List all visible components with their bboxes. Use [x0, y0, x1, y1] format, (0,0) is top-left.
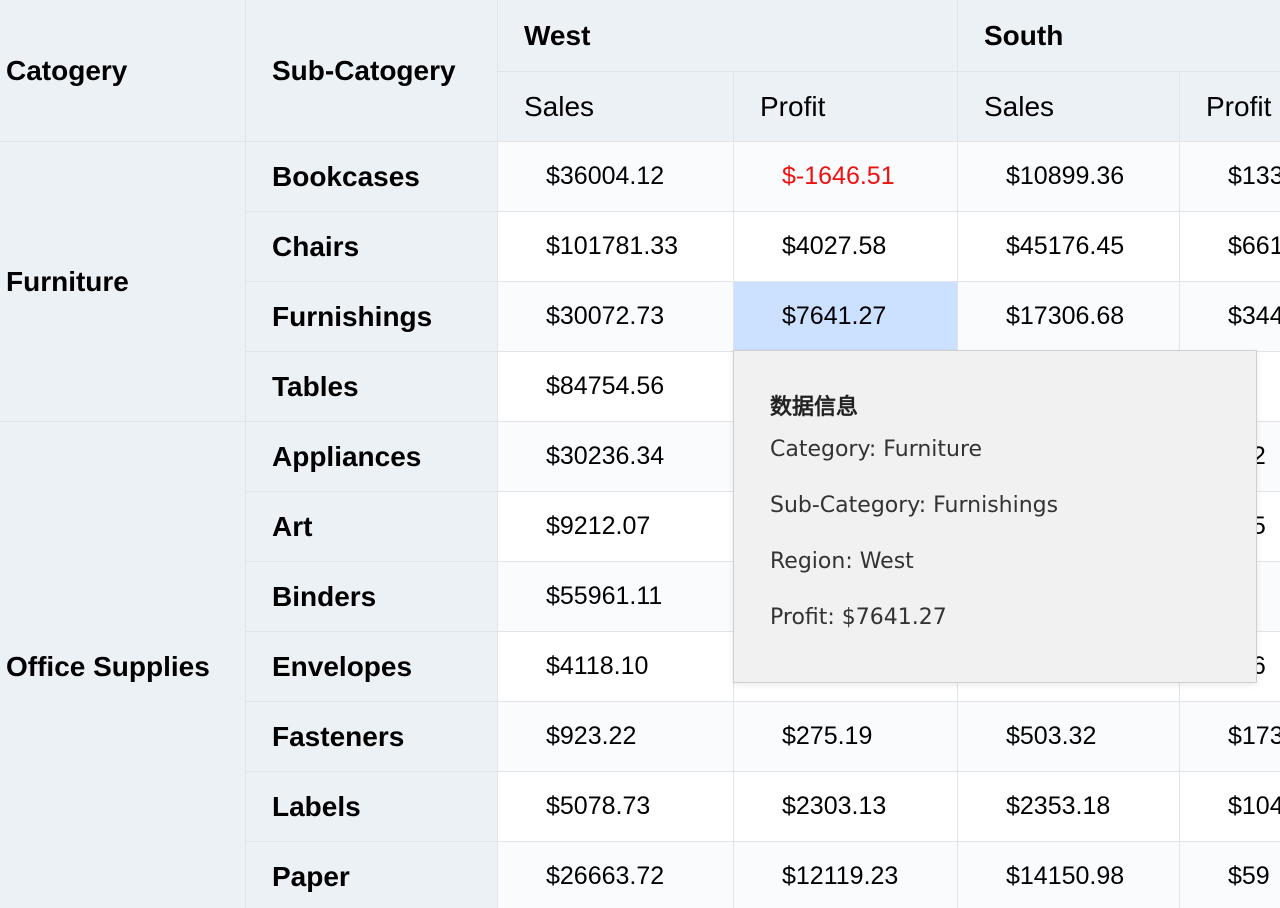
measure-header-south-sales[interactable]: Sales [958, 72, 1180, 142]
data-cell-fasteners-south-profit[interactable]: $173 [1180, 702, 1280, 772]
data-cell-labels-west-sales[interactable]: $5078.73 [498, 772, 734, 842]
tooltip-profit: Profit: $7641.27 [770, 605, 947, 630]
measure-header-west-profit[interactable]: Profit [734, 72, 958, 142]
data-cell-envelopes-west-sales[interactable]: $4118.10 [498, 632, 734, 702]
subcategory-column-header[interactable]: Sub-Catogery [246, 0, 498, 142]
data-cell-tables-west-sales[interactable]: $84754.56 [498, 352, 734, 422]
row-header-bookcases[interactable]: Bookcases [246, 142, 498, 212]
row-header-appliances[interactable]: Appliances [246, 422, 498, 492]
data-cell-bookcases-south-profit[interactable]: $133 [1180, 142, 1280, 212]
tooltip-category: Category: Furniture [770, 437, 983, 462]
row-header-art[interactable]: Art [246, 492, 498, 562]
data-cell-furnishings-south-sales[interactable]: $17306.68 [958, 282, 1180, 352]
row-header-furnishings[interactable]: Furnishings [246, 282, 498, 352]
data-cell-binders-west-sales[interactable]: $55961.11 [498, 562, 734, 632]
data-cell-chairs-west-sales[interactable]: $101781.33 [498, 212, 734, 282]
data-cell-appliances-west-sales[interactable]: $30236.34 [498, 422, 734, 492]
row-header-paper[interactable]: Paper [246, 842, 498, 908]
data-cell-bookcases-south-sales[interactable]: $10899.36 [958, 142, 1180, 212]
category-furniture[interactable]: Furniture [0, 142, 246, 422]
data-cell-paper-south-profit[interactable]: $59 [1180, 842, 1280, 908]
data-cell-furnishings-south-profit[interactable]: $344 [1180, 282, 1280, 352]
row-header-binders[interactable]: Binders [246, 562, 498, 632]
tooltip-title: 数据信息 [770, 395, 859, 420]
data-cell-paper-west-sales[interactable]: $26663.72 [498, 842, 734, 908]
data-cell-bookcases-west-profit[interactable]: $-1646.51 [734, 142, 958, 212]
region-header-west[interactable]: West [498, 0, 958, 72]
data-cell-chairs-west-profit[interactable]: $4027.58 [734, 212, 958, 282]
data-cell-chairs-south-profit[interactable]: $661 [1180, 212, 1280, 282]
tooltip-subcategory: Sub-Category: Furnishings [770, 493, 1059, 518]
category-office-supplies[interactable]: Office Supplies [0, 422, 246, 908]
data-cell-bookcases-west-sales[interactable]: $36004.12 [498, 142, 734, 212]
data-cell-art-west-sales[interactable]: $9212.07 [498, 492, 734, 562]
data-cell-fasteners-west-profit[interactable]: $275.19 [734, 702, 958, 772]
row-header-tables[interactable]: Tables [246, 352, 498, 422]
data-info-tooltip: 数据信息 Category: Furniture Sub-Category: F… [733, 350, 1257, 683]
row-header-fasteners[interactable]: Fasteners [246, 702, 498, 772]
data-cell-fasteners-south-sales[interactable]: $503.32 [958, 702, 1180, 772]
data-cell-paper-west-profit[interactable]: $12119.23 [734, 842, 958, 908]
tooltip-region: Region: West [770, 549, 914, 574]
row-header-labels[interactable]: Labels [246, 772, 498, 842]
data-cell-paper-south-sales[interactable]: $14150.98 [958, 842, 1180, 908]
category-column-header[interactable]: Catogery [0, 0, 246, 142]
data-cell-chairs-south-sales[interactable]: $45176.45 [958, 212, 1180, 282]
region-header-south[interactable]: South [958, 0, 1280, 72]
data-cell-furnishings-west-sales[interactable]: $30072.73 [498, 282, 734, 352]
measure-header-south-profit[interactable]: Profit [1180, 72, 1280, 142]
data-cell-furnishings-west-profit[interactable]: $7641.27 [734, 282, 958, 352]
measure-header-west-sales[interactable]: Sales [498, 72, 734, 142]
row-header-chairs[interactable]: Chairs [246, 212, 498, 282]
data-cell-labels-west-profit[interactable]: $2303.13 [734, 772, 958, 842]
data-cell-fasteners-west-sales[interactable]: $923.22 [498, 702, 734, 772]
data-cell-labels-south-sales[interactable]: $2353.18 [958, 772, 1180, 842]
data-cell-labels-south-profit[interactable]: $104 [1180, 772, 1280, 842]
row-header-envelopes[interactable]: Envelopes [246, 632, 498, 702]
